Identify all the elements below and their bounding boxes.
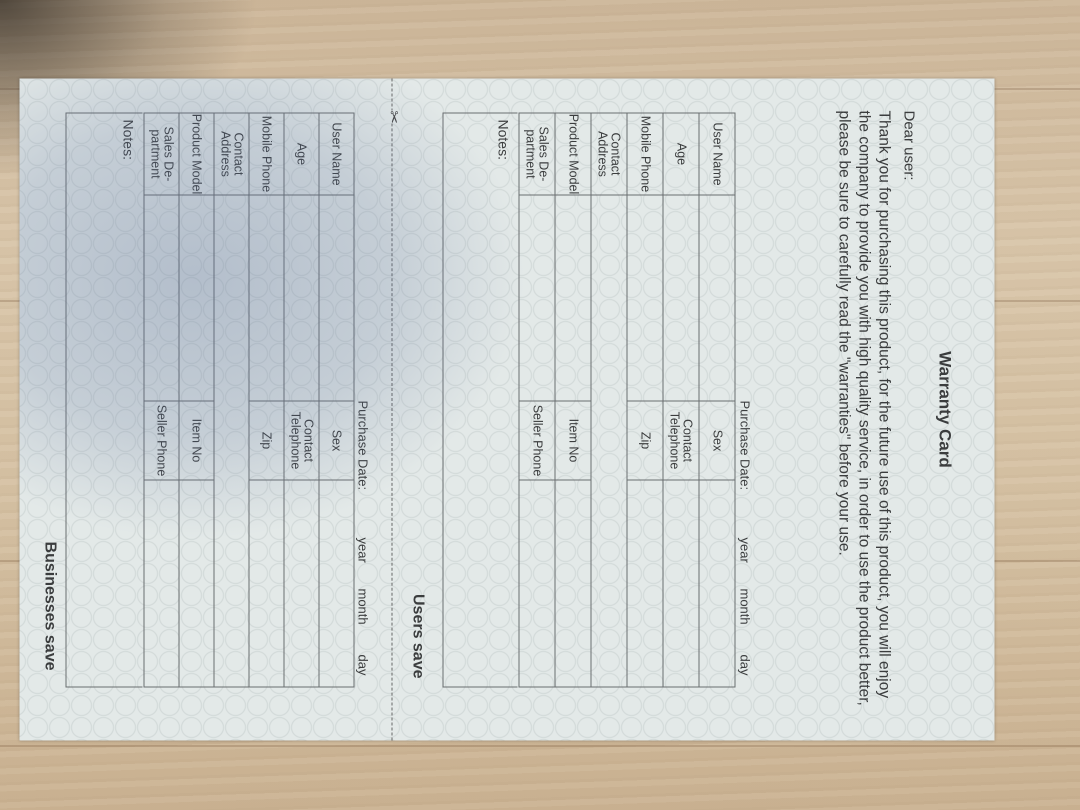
field-input[interactable] [519, 195, 555, 401]
field-label: Zip [249, 401, 284, 480]
table-row: Sales De-partment Seller Phone [519, 113, 555, 687]
field-label: Sex [319, 401, 354, 480]
field-label: Seller Phone [519, 401, 555, 480]
field-input[interactable] [284, 195, 319, 401]
notes-box[interactable]: Notes: [65, 112, 143, 688]
field-label: Sales De-partment [144, 113, 179, 195]
field-label: Contact Telephone [284, 401, 319, 480]
field-input[interactable] [179, 195, 214, 401]
scissors-icon: ✂ [384, 110, 402, 124]
users-save-label: Users save [409, 593, 427, 679]
field-input[interactable] [663, 480, 699, 687]
field-input[interactable] [699, 480, 735, 687]
field-input[interactable] [249, 195, 284, 401]
field-input[interactable] [144, 195, 179, 401]
table-row: Sales De-partment Seller Phone [144, 113, 179, 687]
field-label: Contact Address [214, 113, 249, 195]
purchase-date-label: Purchase Date: [355, 400, 371, 491]
field-label: Sales De-partment [519, 113, 555, 195]
field-label: Mobile Phone [627, 113, 663, 195]
year-label: year [355, 537, 371, 563]
month-label: month [737, 588, 753, 625]
field-label: Age [284, 113, 319, 195]
notes-label: Notes: [495, 119, 512, 160]
field-label: Contact Address [591, 113, 627, 195]
day-label: day [355, 654, 371, 676]
table-row: User Name Sex [319, 113, 354, 687]
day-label: day [737, 654, 753, 676]
field-input[interactable] [319, 480, 354, 687]
field-input[interactable] [319, 195, 354, 401]
greeting: Dear user: [900, 110, 918, 181]
notes-label: Notes: [120, 119, 137, 160]
purchase-date-label: Purchase Date: [737, 400, 753, 491]
table-row: Product Model Item No [179, 113, 214, 687]
field-input[interactable] [214, 195, 249, 687]
card-title: Warranty Card [935, 351, 955, 468]
table-row: User Name Sex [699, 113, 735, 687]
field-label: Product Model [179, 113, 214, 195]
table-row: Age Contact Telephone [284, 113, 319, 687]
field-label: User Name [319, 113, 354, 195]
field-label: Product Model [555, 113, 591, 195]
purchase-date-line: Purchase Date: year month day [737, 79, 753, 741]
field-input[interactable] [555, 480, 591, 687]
table-row: Product Model Item No [555, 113, 591, 687]
table-row: Mobile Phone Zip [249, 113, 284, 687]
field-label: Mobile Phone [249, 113, 284, 195]
field-input[interactable] [591, 195, 627, 687]
field-input[interactable] [179, 480, 214, 687]
field-input[interactable] [627, 480, 663, 687]
field-input[interactable] [699, 195, 735, 401]
field-input[interactable] [627, 195, 663, 401]
field-label: Contact Telephone [663, 401, 699, 480]
field-label: Zip [627, 401, 663, 480]
field-label: Age [663, 113, 699, 195]
field-input[interactable] [144, 480, 179, 687]
field-label: Item No [555, 401, 591, 480]
cut-line [391, 78, 393, 741]
table-row: Contact Address [214, 113, 249, 687]
table-row: Contact Address [591, 113, 627, 687]
table-row: Age Contact Telephone [663, 113, 699, 687]
field-label: Seller Phone [144, 401, 179, 480]
businesses-save-label: Businesses save [41, 541, 59, 671]
warranty-card: Warranty Card Dear user: Thank you for p… [19, 78, 995, 741]
field-label: Sex [699, 401, 735, 480]
message: Thank you for purchasing this product, f… [835, 110, 893, 706]
field-label: Item No [179, 401, 214, 480]
field-input[interactable] [663, 195, 699, 401]
user-info-table: User Name Sex Age Contact Telephone Mobile… [519, 113, 736, 688]
field-input[interactable] [555, 195, 591, 401]
month-label: month [355, 588, 371, 625]
business-info-table: User Name Sex Age Contact Telephone Mobile… [144, 113, 355, 688]
table-row: Mobile Phone Zip [627, 113, 663, 687]
field-label: User Name [699, 113, 735, 195]
field-input[interactable] [284, 480, 319, 687]
year-label: year [737, 537, 753, 563]
field-input[interactable] [249, 480, 284, 687]
notes-box[interactable]: Notes: [442, 112, 518, 688]
wood-plank-seam [0, 745, 1080, 747]
field-input[interactable] [519, 480, 555, 687]
purchase-date-line: Purchase Date: year month day [355, 79, 371, 741]
